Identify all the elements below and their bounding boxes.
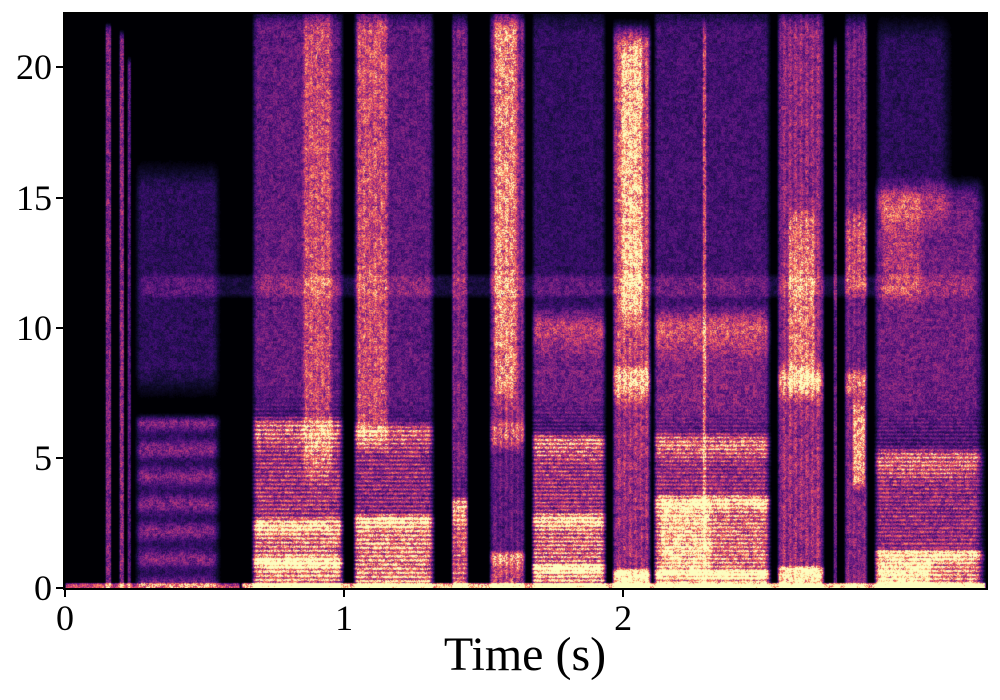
y-tick-mark xyxy=(56,196,63,199)
x-tick-label: 1 xyxy=(335,598,354,638)
y-tick-label: 5 xyxy=(34,437,52,478)
y-tick-label: 20 xyxy=(16,47,52,88)
x-tick-label: 2 xyxy=(614,598,633,638)
x-tick-label: 0 xyxy=(56,598,74,638)
y-tick-mark xyxy=(56,456,63,459)
y-tick-label: 10 xyxy=(16,307,52,348)
spectrogram-canvas xyxy=(65,14,986,588)
x-tick-mark xyxy=(64,590,66,597)
x-tick-mark xyxy=(622,590,625,597)
y-tick-label: 15 xyxy=(16,177,52,218)
x-tick-mark xyxy=(343,590,346,597)
y-tick-mark xyxy=(56,326,63,329)
y-tick-mark xyxy=(56,587,63,589)
x-axis-label: Time (s) xyxy=(443,628,607,681)
plot-area xyxy=(63,12,988,590)
y-tick-label: 0 xyxy=(34,568,52,608)
y-tick-mark xyxy=(56,66,63,69)
